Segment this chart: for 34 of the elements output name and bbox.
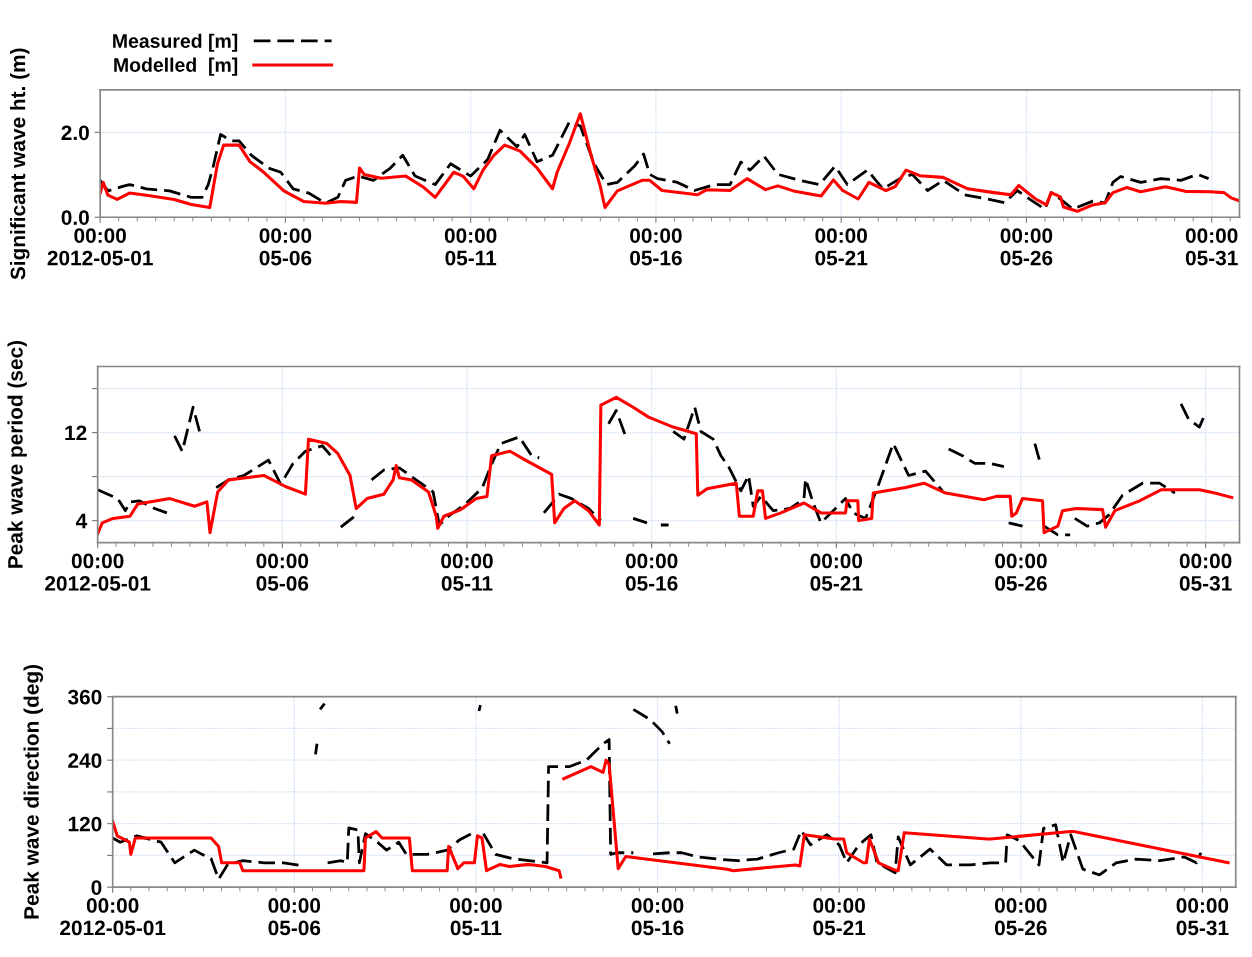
x-tick-label: 00:00 05-21 (815, 228, 868, 266)
x-tick-label: 00:00 05-16 (631, 898, 684, 936)
y-tick-label: 360 (67, 689, 102, 705)
legend-label: Measured [m] (113, 33, 238, 52)
x-tick-label: 00:00 05-26 (994, 898, 1047, 936)
x-tick-label: 00:00 05-26 (1000, 228, 1053, 266)
y-axis-title: Significant wave ht. (m) (10, 48, 30, 280)
x-tick-label: 00:00 05-16 (625, 553, 678, 591)
x-tick-label: 00:00 05-11 (441, 553, 493, 591)
x-tick-label: 00:00 05-31 (1176, 898, 1229, 936)
x-tick-label: 00:00 2012-05-01 (45, 553, 151, 591)
y-axis-title: Peak wave direction (deg) (23, 665, 44, 919)
y-tick-label: 120 (68, 816, 102, 832)
y-tick-label: 0 (91, 880, 102, 895)
x-tick-label: 00:00 05-06 (256, 553, 309, 591)
x-tick-label: 00:00 05-11 (450, 898, 502, 936)
x-tick-label: 00:00 05-21 (813, 898, 866, 936)
y-axis-title: Peak wave period (sec) (7, 340, 27, 568)
y-tick-label: 240 (68, 753, 102, 768)
x-tick-label: 00:00 05-31 (1185, 228, 1238, 266)
x-tick-label: 00:00 05-21 (810, 553, 863, 591)
y-tick-label: 4 (75, 513, 88, 529)
y-tick-label: 2.0 (61, 125, 89, 141)
y-tick-label: 0.0 (61, 210, 89, 225)
x-tick-label: 00:00 2012-05-01 (60, 898, 166, 936)
x-tick-label: 00:00 05-26 (995, 553, 1047, 591)
x-tick-label: 00:00 05-16 (630, 228, 682, 266)
x-tick-label: 00:00 05-31 (1179, 553, 1232, 591)
x-tick-label: 00:00 05-06 (268, 898, 321, 936)
legend-label: Modelled [m] (114, 57, 238, 76)
x-tick-label: 00:00 05-11 (444, 228, 497, 266)
x-tick-label: 00:00 05-06 (259, 228, 312, 266)
y-tick-label: 12 (65, 425, 87, 441)
x-tick-label: 00:00 2012-05-01 (47, 228, 153, 266)
